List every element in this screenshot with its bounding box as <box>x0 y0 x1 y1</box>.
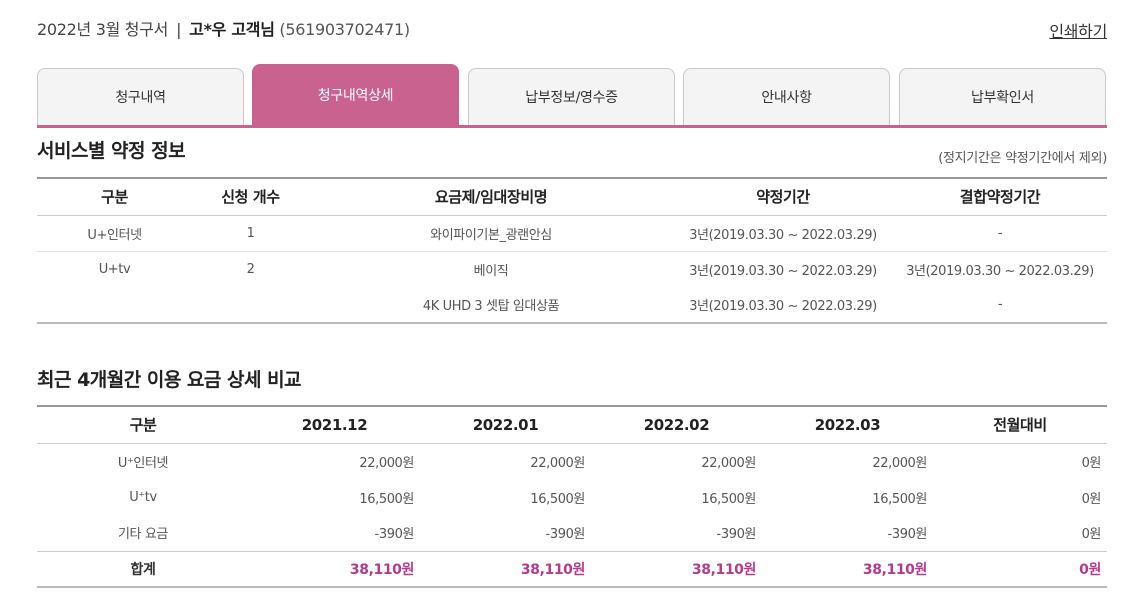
cell-amount: -390원 <box>887 527 928 543</box>
cell-count: 2 <box>246 261 255 277</box>
column-header: 신청 개수 <box>221 188 280 207</box>
table-row: U⁺인터넷 22,000원 22,000원 22,000원 22,000원 0원 <box>37 443 1107 479</box>
cell-amount: 22,000원 <box>872 455 927 471</box>
cell-total-diff: 0원 <box>1079 561 1101 578</box>
contract-note: (정지기간은 약정기간에서 제외) <box>938 151 1107 166</box>
fee-compare-table: 구분 2021.12 2022.01 2022.02 2022.03 전월대비 … <box>37 405 1107 588</box>
cell-total-label: 합계 <box>130 561 156 578</box>
cell-period: 3년(2019.03.30 ~ 2022.03.29) <box>689 299 877 314</box>
cell-amount: 22,000원 <box>530 455 585 471</box>
table-row: 4K UHD 3 셋탑 임대상품 3년(2019.03.30 ~ 2022.03… <box>37 287 1107 323</box>
cell-total-amount: 38,110원 <box>349 561 415 578</box>
total-row: 합계 38,110원 38,110원 38,110원 38,110원 0원 <box>37 551 1107 587</box>
cell-plan: 베이직 <box>473 263 509 279</box>
table-header-row: 구분 신청 개수 요금제/임대장비명 약정기간 결합약정기간 <box>37 178 1107 215</box>
header-separator: | <box>176 20 182 39</box>
cell-bundle-period: - <box>997 297 1003 312</box>
cell-plan: 4K UHD 3 셋탑 임대상품 <box>422 299 560 314</box>
tab-payment-receipt[interactable]: 납부정보/영수증 <box>468 68 675 125</box>
cell-period: 3년(2019.03.30 ~ 2022.03.29) <box>673 215 893 252</box>
cell-total-amount: 38,110원 <box>862 561 928 578</box>
column-header: 2021.12 <box>301 415 368 434</box>
cell-count: 1 <box>192 215 309 252</box>
contract-table: 구분 신청 개수 요금제/임대장비명 약정기간 결합약정기간 U+인터넷 1 와… <box>37 177 1107 324</box>
tab-notices[interactable]: 안내사항 <box>683 68 890 125</box>
cell-service: U+tv <box>98 261 131 277</box>
cell-total-amount: 38,110원 <box>520 561 586 578</box>
cell-amount: -390원 <box>545 527 586 543</box>
table-row: U+인터넷 1 와이파이기본_광랜안심 3년(2019.03.30 ~ 2022… <box>37 215 1107 252</box>
tab-payment-confirmation[interactable]: 납부확인서 <box>899 68 1106 125</box>
bill-header: 2022년 3월 청구서 | 고*우 고객님 (561903702471) 인쇄하기 <box>37 16 1107 44</box>
account-number: (561903702471) <box>279 20 410 39</box>
cell-bundle-period: 3년(2019.03.30 ~ 2022.03.29) <box>906 263 1094 279</box>
cell-period: 3년(2019.03.30 ~ 2022.03.29) <box>689 263 877 279</box>
tab-bar: 청구내역 청구내역상세 납부정보/영수증 안내사항 납부확인서 <box>37 64 1107 128</box>
cell-amount: 16,500원 <box>701 491 756 507</box>
cell-amount: -390원 <box>716 527 757 543</box>
cell-category: U⁺tv <box>129 489 157 505</box>
cell-amount: 22,000원 <box>359 455 414 471</box>
tab-billing-detail[interactable]: 청구내역상세 <box>252 64 459 125</box>
customer-name: 고*우 고객님 <box>189 20 275 39</box>
table-header-row: 구분 2021.12 2022.01 2022.02 2022.03 전월대비 <box>37 406 1107 443</box>
column-header: 약정기간 <box>756 188 810 207</box>
cell-amount: 22,000원 <box>701 455 756 471</box>
column-header: 요금제/임대장비명 <box>434 188 548 207</box>
cell-total-amount: 38,110원 <box>691 561 757 578</box>
table-row: U+tv 2 베이직 3년(2019.03.30 ~ 2022.03.29) 3… <box>37 251 1107 287</box>
cell-amount: 16,500원 <box>530 491 585 507</box>
contract-section-title: 서비스별 약정 정보 <box>37 140 186 162</box>
print-link[interactable]: 인쇄하기 <box>1049 22 1107 41</box>
column-header: 2022.02 <box>643 415 710 434</box>
bill-title: 2022년 3월 청구서 | 고*우 고객님 (561903702471) <box>37 20 410 39</box>
cell-amount: 16,500원 <box>359 491 414 507</box>
tab-billing[interactable]: 청구내역 <box>37 68 244 125</box>
cell-service: U+인터넷 <box>37 215 192 252</box>
table-row: 기타 요금 -390원 -390원 -390원 -390원 0원 <box>37 515 1107 551</box>
cell-plan: 와이파이기본_광랜안심 <box>309 215 673 252</box>
cell-diff: 0원 <box>1081 455 1102 471</box>
cell-category: U⁺인터넷 <box>117 455 169 471</box>
cell-service <box>37 287 192 323</box>
cell-amount: 16,500원 <box>872 491 927 507</box>
column-header: 구분 <box>129 416 157 435</box>
compare-section-title: 최근 4개월간 이용 요금 상세 비교 <box>37 369 302 391</box>
cell-diff: 0원 <box>1081 527 1102 543</box>
cell-diff: 0원 <box>1081 491 1102 507</box>
column-header: 결합약정기간 <box>959 188 1041 207</box>
cell-bundle-period: - <box>893 215 1107 252</box>
cell-count <box>192 287 309 323</box>
table-row: U⁺tv 16,500원 16,500원 16,500원 16,500원 0원 <box>37 479 1107 515</box>
column-header: 구분 <box>101 188 128 207</box>
cell-category: 기타 요금 <box>118 527 168 543</box>
column-header: 2022.01 <box>472 415 539 434</box>
cell-amount: -390원 <box>374 527 415 543</box>
column-header: 전월대비 <box>993 416 1047 435</box>
column-header: 2022.03 <box>814 415 881 434</box>
